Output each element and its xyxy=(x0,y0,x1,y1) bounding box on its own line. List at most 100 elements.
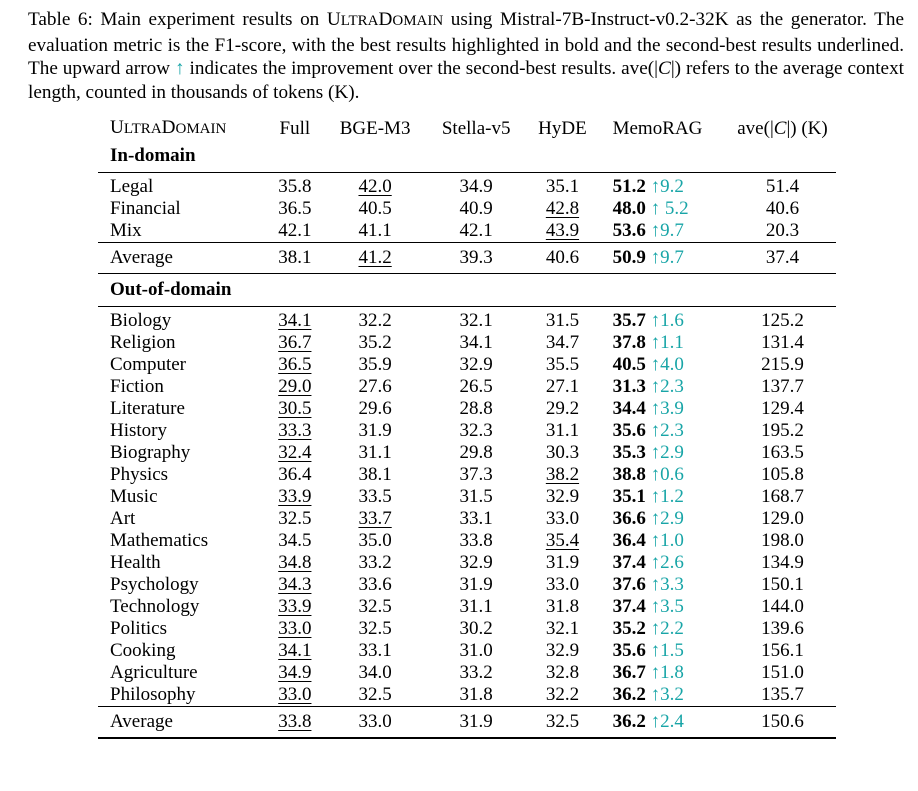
full-score: 33.0 xyxy=(278,618,312,639)
table-row: Psychology 34.3 33.6 31.9 33.0 37.6 ↑3.3 150.1 xyxy=(98,574,836,596)
best-score: 37.4 xyxy=(612,552,646,573)
caption-cal-c: C xyxy=(658,58,671,79)
best-score: 36.2 xyxy=(612,711,646,732)
full-score: 29.0 xyxy=(278,376,312,397)
improvement-arrow: ↑3.2 xyxy=(645,684,684,705)
hyde-score: 29.2 xyxy=(545,398,580,419)
stella-v5-score: 31.9 xyxy=(428,706,525,739)
stella-v5-score: 37.3 xyxy=(459,464,493,485)
best-score: 35.1 xyxy=(612,486,646,507)
bge-m3-score: 35.9 xyxy=(358,354,392,375)
full-score: 34.5 xyxy=(278,530,312,551)
row-name: Legal xyxy=(110,176,154,197)
improvement-arrow: ↑3.5 xyxy=(645,596,684,617)
best-score: 37.4 xyxy=(612,596,646,617)
table-row: Mix 42.1 41.1 42.1 43.9 53.6 ↑9.7 20.3 xyxy=(98,220,836,243)
header-ave-context: ave(|C|) (K) xyxy=(737,117,828,139)
row-name: Mix xyxy=(110,220,142,241)
row-name: Average xyxy=(98,242,268,274)
row-name: Agriculture xyxy=(110,662,198,683)
avg-context-length: 131.4 xyxy=(761,332,804,353)
header-dataset: ULTRADOMAIN xyxy=(110,117,227,138)
bge-m3-score: 33.5 xyxy=(358,486,392,507)
hyde-score: 35.1 xyxy=(545,176,580,197)
improvement-arrow: ↑4.0 xyxy=(645,354,684,375)
avg-context-length: 139.6 xyxy=(761,618,804,639)
stella-v5-score: 32.3 xyxy=(459,420,493,441)
header-stella-v5: Stella-v5 xyxy=(441,117,511,139)
table-row: Physics 36.4 38.1 37.3 38.2 38.8 ↑0.6 105.8 xyxy=(98,464,836,486)
hyde-score: 33.0 xyxy=(545,508,580,529)
stella-v5-score: 42.1 xyxy=(459,220,493,241)
hyde-score: 31.9 xyxy=(545,552,580,573)
table-row: Biography 32.4 31.1 29.8 30.3 35.3 ↑2.9 163.5 xyxy=(98,442,836,464)
full-score: 36.5 xyxy=(278,354,312,375)
hyde-score: 38.2 xyxy=(545,464,580,485)
avg-context-length: 137.7 xyxy=(761,376,804,397)
table-row: History 33.3 31.9 32.3 31.1 35.6 ↑2.3 195.2 xyxy=(98,420,836,442)
table-caption: Table 6: Main experiment results on ULTR… xyxy=(28,8,904,104)
avg-context-length: 129.4 xyxy=(761,398,804,419)
hyde-score: 31.5 xyxy=(545,310,580,331)
full-score: 33.9 xyxy=(278,596,312,617)
best-score: 31.3 xyxy=(612,376,646,397)
improvement-arrow: ↑3.9 xyxy=(645,398,684,419)
bge-m3-score: 32.5 xyxy=(358,596,392,617)
avg-context-length: 163.5 xyxy=(761,442,804,463)
full-score: 42.1 xyxy=(278,220,312,241)
full-score: 34.8 xyxy=(278,552,312,573)
stella-v5-score: 31.1 xyxy=(459,596,493,617)
full-score: 32.5 xyxy=(278,508,312,529)
improvement-arrow: ↑2.9 xyxy=(645,442,684,463)
improvement-arrow: ↑2.4 xyxy=(645,711,684,732)
bge-m3-score: 33.6 xyxy=(358,574,392,595)
hyde-score: 31.1 xyxy=(545,420,580,441)
memorag-score: 48.0 ↑ 5.2 xyxy=(601,198,729,220)
row-name: Art xyxy=(110,508,136,529)
memorag-score: 37.4 ↑3.5 xyxy=(601,596,729,618)
stella-v5-score: 32.9 xyxy=(459,552,493,573)
improvement-arrow: ↑ 5.2 xyxy=(645,198,689,219)
table-row: Fiction 29.0 27.6 26.5 27.1 31.3 ↑2.3 137.7 xyxy=(98,376,836,398)
row-name: Computer xyxy=(110,354,186,375)
caption-part2: using Mistral-7B-Instruct-v0.2-32K as th… xyxy=(28,9,904,79)
stella-v5-score: 26.5 xyxy=(459,376,493,397)
bge-m3-score: 27.6 xyxy=(358,376,392,397)
bge-m3-score: 31.9 xyxy=(358,420,392,441)
full-score: 33.8 xyxy=(267,706,323,739)
table-row: Legal 35.8 42.0 34.9 35.1 51.2 ↑9.2 51.4 xyxy=(98,173,836,199)
best-score: 37.6 xyxy=(612,574,646,595)
memorag-score: 40.5 ↑4.0 xyxy=(601,354,729,376)
memorag-score: 35.1 ↑1.2 xyxy=(601,486,729,508)
best-score: 35.6 xyxy=(612,640,646,661)
bge-m3-score: 32.5 xyxy=(358,684,392,705)
memorag-score: 35.6 ↑2.3 xyxy=(601,420,729,442)
hyde-score: 35.4 xyxy=(545,530,580,551)
caption-part4: |) refers to the average context length,… xyxy=(28,58,904,103)
memorag-score: 50.9 ↑9.7 xyxy=(600,242,729,274)
improvement-arrow: ↑2.6 xyxy=(645,552,684,573)
avg-context-length: 105.8 xyxy=(761,464,804,485)
improvement-arrow: ↑1.2 xyxy=(645,486,684,507)
bge-m3-score: 33.2 xyxy=(358,552,392,573)
stella-v5-score: 33.2 xyxy=(459,662,493,683)
avg-context-length: 144.0 xyxy=(761,596,804,617)
memorag-score: 53.6 ↑9.7 xyxy=(601,220,729,243)
memorag-score: 38.8 ↑0.6 xyxy=(601,464,729,486)
full-score: 34.3 xyxy=(278,574,312,595)
header-memorag: MemoRAG xyxy=(612,117,703,139)
best-score: 51.2 xyxy=(612,176,646,197)
best-score: 53.6 xyxy=(612,220,646,241)
bge-m3-score: 31.1 xyxy=(358,442,392,463)
full-score: 36.7 xyxy=(278,332,312,353)
avg-context-length: 151.0 xyxy=(761,662,804,683)
row-name: Psychology xyxy=(110,574,199,595)
best-score: 35.3 xyxy=(612,442,646,463)
bge-m3-score: 41.1 xyxy=(358,220,392,241)
avg-context-length: 134.9 xyxy=(761,552,804,573)
row-name: Biography xyxy=(110,442,191,463)
table-row: Religion 36.7 35.2 34.1 34.7 37.8 ↑1.1 131.4 xyxy=(98,332,836,354)
memorag-score: 35.3 ↑2.9 xyxy=(601,442,729,464)
avg-context-length: 129.0 xyxy=(761,508,804,529)
header-bge-m3: BGE-M3 xyxy=(339,117,411,139)
